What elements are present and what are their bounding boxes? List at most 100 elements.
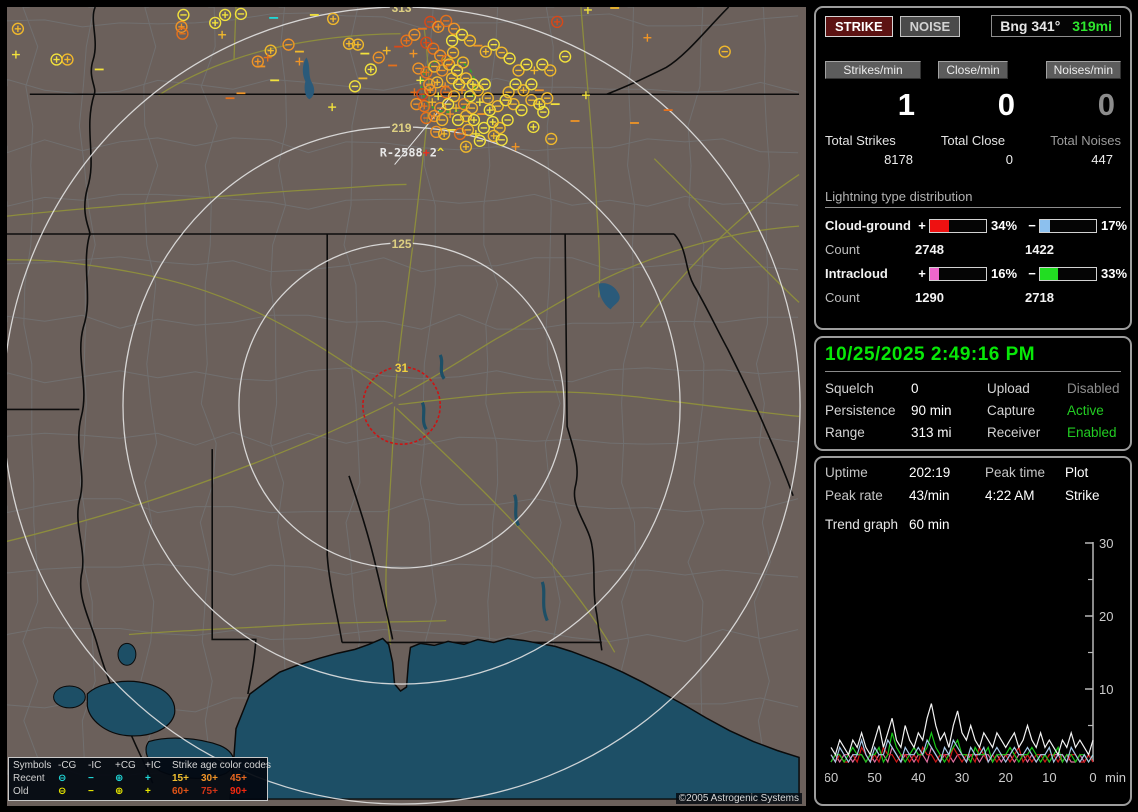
total-strikes-label: Total Strikes [825, 133, 896, 148]
svg-text:10: 10 [1042, 770, 1056, 785]
cloud-ground-label: Cloud-ground [825, 218, 911, 233]
symbol-legend: Symbols -CG -IC +CG +IC Strike age color… [8, 757, 271, 801]
range-value: 319mi [1072, 18, 1112, 34]
ic-pos-bar [929, 266, 987, 281]
legend-header-pos-cg: +CG [115, 760, 136, 771]
legend-cell: 30+ [201, 773, 218, 784]
cg-count-label: Count [825, 242, 860, 257]
county-borders [7, 7, 799, 777]
legend-cell: ⊕ [115, 773, 124, 784]
trend-graph-chart: 10 20 30 60 50 40 30 20 10 0 min [824, 536, 1126, 785]
total-noises-value: 447 [1091, 152, 1113, 167]
legend-cell: 90+ [230, 786, 247, 797]
legend-cell: Old [13, 786, 29, 797]
ic-neg-bar [1039, 266, 1097, 281]
svg-text:125: 125 [392, 237, 412, 251]
svg-text:313: 313 [392, 7, 412, 15]
lightning-map[interactable]: R-2588+2^ 313 219 125 31 Symbols -CG -IC +C… [7, 7, 806, 806]
settings-grid: Squelch 0 Upload Disabled Persistence 90 min C… [825, 381, 1121, 440]
noises-per-min-column: Noises/min 0 Total Noises 447 [1025, 61, 1121, 167]
datetime-display: 10/25/2025 2:49:16 PM [825, 344, 1121, 372]
strikes-per-min-value: 1 [897, 87, 915, 122]
cg-neg-bar [1039, 218, 1097, 233]
peak-time-value: 4:22 AM [985, 488, 1035, 503]
svg-text:40: 40 [911, 770, 925, 785]
legend-cell: 15+ [172, 773, 189, 784]
svg-text:31: 31 [395, 361, 409, 375]
total-noises-label: Total Noises [1050, 133, 1121, 148]
uptime-value: 202:19 [909, 465, 951, 480]
noises-per-min-button[interactable]: Noises/min [1045, 61, 1121, 79]
close-per-min-column: Close/min 0 Total Close 0 [925, 61, 1021, 167]
bearing-range-display: Bng 341° 319mi [991, 15, 1121, 37]
noise-mode-button[interactable]: NOISE [899, 15, 961, 37]
ic-count-label: Count [825, 290, 860, 305]
strike-mode-button[interactable]: STRIKE [825, 15, 893, 37]
setting-cell: Receiver [987, 425, 1041, 440]
setting-cell: 313 mi [911, 425, 952, 440]
bearing-value: Bng 341° [1000, 18, 1061, 34]
legend-cell: Recent [13, 773, 45, 784]
strike-stats-panel: STRIKE NOISE Bng 341° 319mi Strikes/min … [814, 6, 1132, 330]
svg-text:60: 60 [825, 770, 838, 785]
setting-cell: Range [825, 425, 865, 440]
state-borders [7, 7, 800, 784]
minus-sign: − [1028, 266, 1036, 281]
setting-cell: Upload [987, 381, 1030, 396]
plus-sign: + [918, 218, 926, 233]
ic-neg-count: 2718 [1025, 290, 1054, 305]
svg-text:R-2588+2^: R-2588+2^ [380, 146, 444, 160]
legend-header-neg-cg: -CG [58, 760, 77, 771]
range-ring-labels: 313 219 125 31 [390, 7, 414, 377]
total-close-label: Total Close [940, 133, 1006, 148]
svg-text:219: 219 [392, 121, 412, 135]
legend-age-title: Strike age color codes [172, 760, 271, 771]
legend-cell: ⊖ [58, 786, 67, 797]
ic-pos-pct: 16% [991, 266, 1018, 281]
setting-cell: 90 min [911, 403, 952, 418]
ic-pos-count: 1290 [915, 290, 944, 305]
setting-cell: 0 [911, 381, 919, 396]
minus-sign: − [1028, 218, 1036, 233]
legend-cell: 75+ [201, 786, 218, 797]
setting-cell: Active [1067, 403, 1104, 418]
svg-text:20: 20 [1099, 609, 1113, 624]
ic-neg-pct: 33% [1101, 266, 1128, 281]
svg-text:20: 20 [998, 770, 1012, 785]
svg-text:min: min [1105, 770, 1126, 785]
total-strikes-value: 8178 [884, 152, 913, 167]
legend-cell: − [88, 773, 94, 784]
legend-cell: 45+ [230, 773, 247, 784]
noises-per-min-value: 0 [1097, 87, 1115, 122]
legend-cell: + [145, 773, 151, 784]
close-per-min-button[interactable]: Close/min [938, 61, 1008, 79]
legend-cell: − [88, 786, 94, 797]
strikes-per-min-button[interactable]: Strikes/min [825, 61, 921, 79]
setting-cell: Squelch [825, 381, 874, 396]
plot-type-value: Strike [1065, 488, 1100, 503]
setting-cell: Capture [987, 403, 1036, 418]
distribution-title: Lightning type distribution [825, 189, 1121, 208]
map-land [7, 7, 800, 800]
cg-pos-count: 2748 [915, 242, 944, 257]
legend-header-pos-ic: +IC [145, 760, 161, 771]
legend-cell: ⊕ [115, 786, 124, 797]
map-canvas: R-2588+2^ 313 219 125 31 [7, 7, 801, 805]
strike-symbols [11, 7, 731, 153]
svg-text:30: 30 [955, 770, 969, 785]
peak-rate-label: Peak rate [825, 488, 883, 503]
range-rings [7, 7, 801, 805]
cg-neg-count: 1422 [1025, 242, 1054, 257]
plus-sign: + [918, 266, 926, 281]
uptime-label: Uptime [825, 465, 868, 480]
peak-time-label: Peak time [985, 465, 1046, 480]
distribution-table: Cloud-ground + 34% − 17% Count 2748 1422… [825, 218, 1127, 305]
legend-cell: 60+ [172, 786, 189, 797]
legend-cell: ⊖ [58, 773, 67, 784]
svg-text:0: 0 [1089, 770, 1096, 785]
peak-rate-value: 43/min [909, 488, 950, 503]
setting-cell: Disabled [1067, 381, 1120, 396]
legend-header-neg-ic: -IC [88, 760, 102, 771]
intracloud-label: Intracloud [825, 266, 888, 281]
